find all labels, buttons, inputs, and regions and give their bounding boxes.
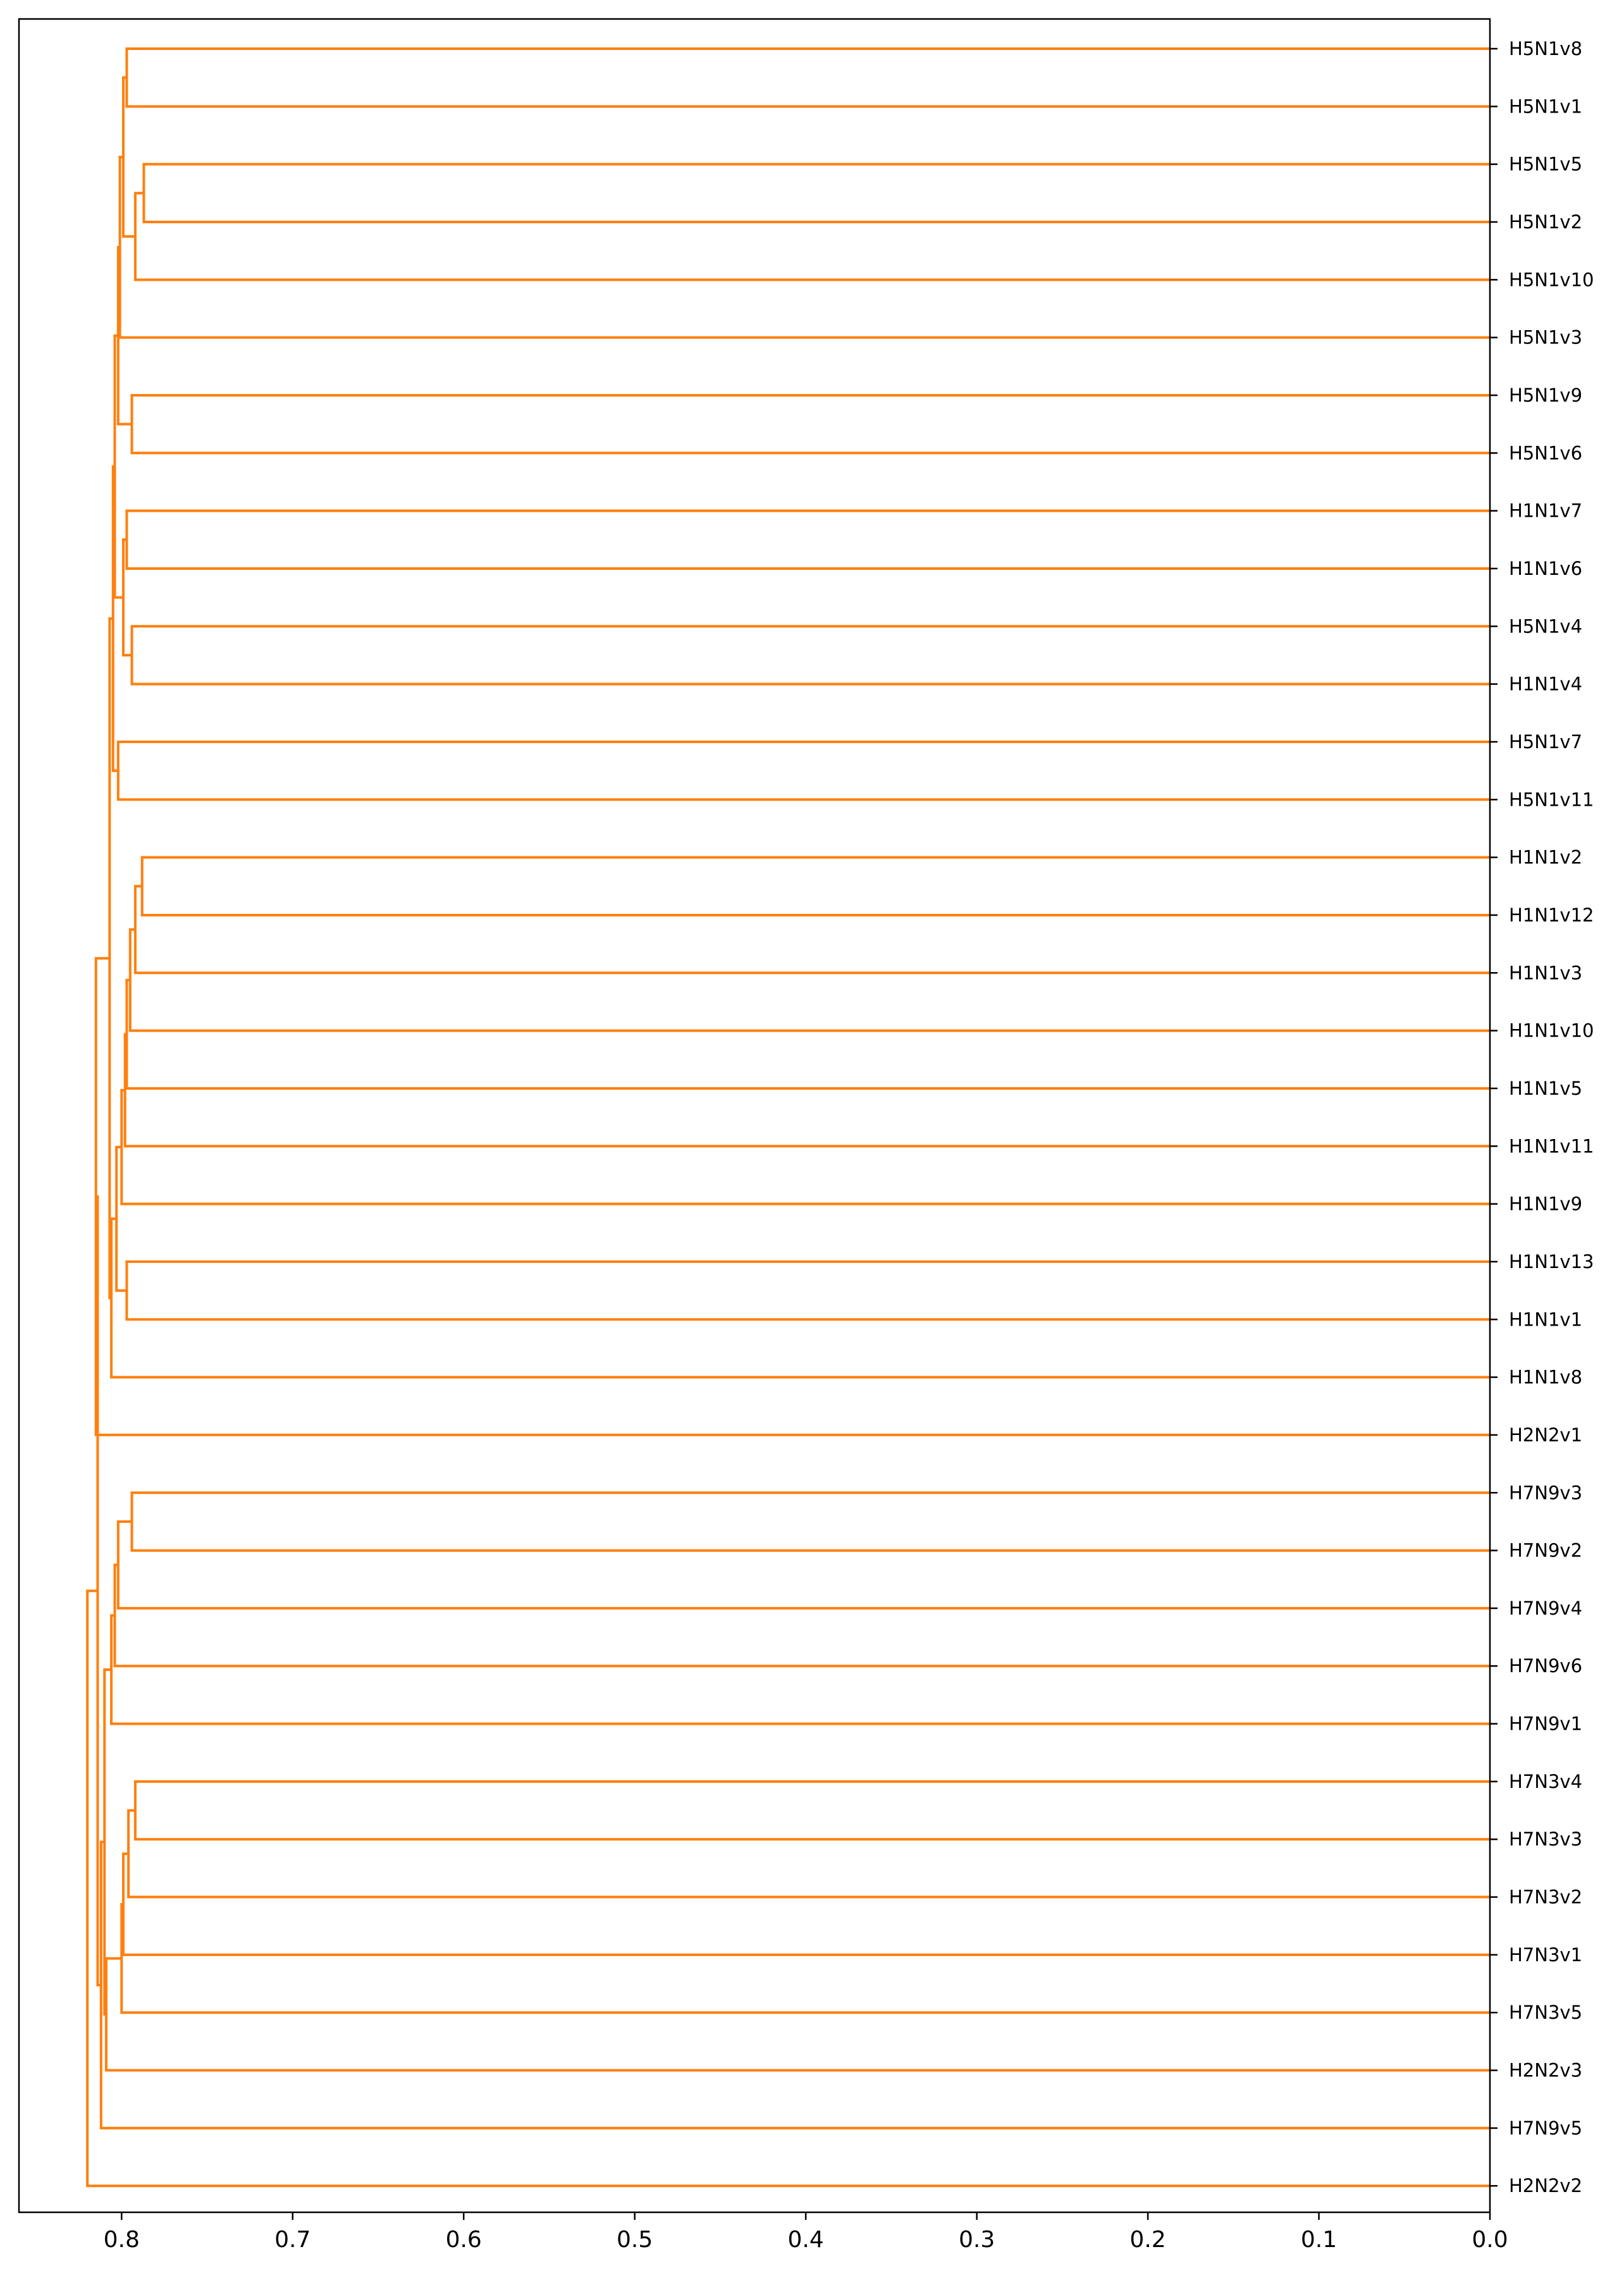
leaf-label: H7N9v3 [1509, 1482, 1582, 1503]
leaf-label: H1N1v5 [1509, 1078, 1582, 1099]
dendrogram-link [133, 1780, 1490, 1841]
leaf-label: H2N2v1 [1509, 1424, 1582, 1446]
leaf-label: H2N2v2 [1509, 2175, 1582, 2196]
dendrogram-link [86, 1589, 1490, 2188]
dendrogram-link [128, 928, 1490, 1032]
dendrogram-link [125, 978, 1490, 1090]
dendrogram-link [121, 1852, 1490, 1956]
dendrogram-link [108, 617, 113, 1300]
dendrogram-link [99, 1840, 1490, 2129]
plot-frame [18, 18, 1491, 2214]
leaf-label: H5N1v11 [1509, 789, 1594, 810]
dendrogram-link [116, 1520, 1490, 1610]
leaf-label: H7N3v1 [1509, 1944, 1582, 1966]
leaf-label: H7N9v1 [1509, 1713, 1582, 1735]
dendrogram-link [116, 245, 132, 426]
dendrogram-link [110, 1217, 1490, 1379]
leaf-label: H5N1v6 [1509, 442, 1582, 464]
x-tick-label: 0.4 [788, 2227, 824, 2253]
leaf-label: H5N1v8 [1509, 38, 1582, 59]
dendrogram-link [116, 740, 1490, 801]
leaf-label: H7N9v5 [1509, 2117, 1582, 2139]
dendrogram-links [86, 47, 1490, 2188]
dendrogram-link [104, 1957, 1490, 2072]
leaf-label: H1N1v9 [1509, 1193, 1582, 1215]
dendrogram-link [142, 163, 1490, 223]
dendrogram-link [95, 1195, 101, 1987]
dendrogram-link [140, 856, 1490, 916]
dendrogram-link [120, 1902, 1490, 2014]
leaf-label: H7N3v2 [1509, 1887, 1582, 1908]
leaf-label: H1N1v8 [1509, 1367, 1582, 1388]
dendrogram-link [123, 1033, 1490, 1148]
leaf-label: H1N1v1 [1509, 1309, 1582, 1330]
leaf-label: H1N1v10 [1509, 1020, 1594, 1042]
x-tick-label: 0.0 [1472, 2227, 1508, 2253]
dendrogram-link [113, 1563, 1490, 1668]
leaf-label: H7N3v4 [1509, 1771, 1582, 1792]
x-tick-label: 0.5 [617, 2227, 653, 2253]
dendrogram-link [130, 1491, 1490, 1552]
dendrogram-link [121, 538, 132, 656]
dendrogram-link [94, 957, 1490, 1436]
dendrogram-link [121, 76, 135, 238]
leaf-label: H5N1v5 [1509, 154, 1582, 175]
leaf-label: H7N9v4 [1509, 1598, 1582, 1619]
leaf-label: H5N1v4 [1509, 615, 1582, 637]
dendrogram-link [130, 625, 1490, 686]
leaf-label: H5N1v7 [1509, 731, 1582, 753]
leaf-label: H7N3v3 [1509, 1828, 1582, 1850]
dendrogram-link [127, 1809, 1490, 1899]
x-tick-label: 0.3 [959, 2227, 995, 2253]
leaf-label: H1N1v12 [1509, 904, 1594, 926]
x-axis: 0.8 0.7 0.6 0.5 0.4 0.3 0.2 0.1 0.0 [104, 2212, 1508, 2253]
leaf-label: H1N1v13 [1509, 1251, 1594, 1272]
leaf-label: H1N1v4 [1509, 674, 1582, 695]
leaf-label: H5N1v3 [1509, 327, 1582, 348]
leaf-label: H5N1v9 [1509, 385, 1582, 406]
dendrogram-link [111, 465, 118, 772]
leaf-label: H1N1v7 [1509, 500, 1582, 522]
leaf-label: H1N1v3 [1509, 962, 1582, 983]
x-tick-label: 0.1 [1301, 2227, 1337, 2253]
dendrogram-link [125, 47, 1490, 108]
leaf-label: H5N1v1 [1509, 95, 1582, 117]
leaf-label: H7N9v6 [1509, 1655, 1582, 1677]
dendrogram-link [125, 509, 1490, 570]
leaf-label: H7N9v2 [1509, 1540, 1582, 1562]
x-tick-label: 0.6 [446, 2227, 482, 2253]
dendrogram-link [125, 1260, 1490, 1321]
x-tick-label: 0.2 [1129, 2227, 1166, 2253]
leaf-label: H5N1v2 [1509, 211, 1582, 233]
dendrogram-link [103, 1668, 112, 2016]
leaf-label: H1N1v6 [1509, 558, 1582, 579]
leaf-label: H2N2v3 [1509, 2060, 1582, 2081]
leaf-label: H5N1v10 [1509, 269, 1594, 290]
leaf-label: H1N1v11 [1509, 1135, 1594, 1157]
dendrogram-link [133, 192, 1490, 281]
x-tick-label: 0.8 [104, 2227, 140, 2253]
dendrogram-link [130, 393, 1490, 455]
dendrogram-link [133, 885, 1490, 975]
leaf-label: H1N1v2 [1509, 847, 1582, 868]
x-tick-label: 0.7 [274, 2227, 311, 2253]
dendrogram-link [110, 1614, 1490, 1725]
leaf-label: H7N3v5 [1509, 2002, 1582, 2023]
dendrogram-link [118, 156, 1490, 339]
leaf-labels: H5N1v8 H5N1v1 H5N1v5 H5N1v2 H5N1v10 H5N1v3 H5N… [1490, 38, 1594, 2196]
